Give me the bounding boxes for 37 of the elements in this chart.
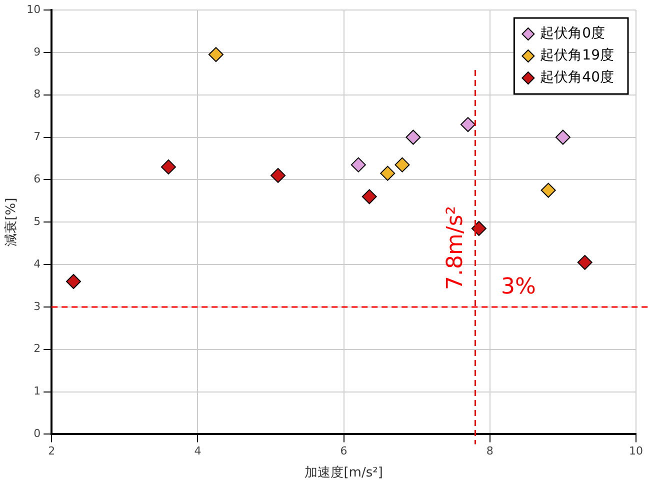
point <box>460 117 476 132</box>
point <box>540 182 556 198</box>
y-axis-title: 減衰[%] <box>3 198 20 246</box>
point <box>160 159 176 174</box>
x-tick-label: 10 <box>629 444 643 458</box>
x-tick-label: 8 <box>486 444 494 458</box>
ref-line-label: 7.8m/s² <box>443 206 468 290</box>
point <box>66 274 82 289</box>
y-tick-label: 2 <box>34 342 41 356</box>
point <box>555 130 570 145</box>
ref-line-label: 3% <box>501 274 536 300</box>
point <box>270 168 286 183</box>
y-tick-label: 3 <box>34 300 41 313</box>
point <box>577 254 592 270</box>
point <box>380 166 396 181</box>
y-tick-label: 5 <box>34 214 41 228</box>
point <box>406 130 421 145</box>
point <box>362 189 377 204</box>
legend-label: 起伏角0度 <box>540 26 606 42</box>
x-axis-title: 加速度[m/s²] <box>304 464 383 481</box>
y-tick-label: 6 <box>34 172 41 186</box>
point <box>350 157 366 172</box>
x-tick-label: 2 <box>48 444 56 458</box>
y-tick-label: 9 <box>34 45 41 58</box>
point <box>394 157 410 172</box>
legend-label: 起伏角40度 <box>540 70 614 86</box>
y-tick-label: 10 <box>26 2 41 16</box>
y-tick-label: 4 <box>34 257 41 270</box>
y-tick-label: 0 <box>34 427 41 440</box>
y-tick-label: 8 <box>34 88 41 101</box>
y-tick-label: 1 <box>34 384 41 398</box>
point <box>208 47 224 62</box>
y-tick-label: 7 <box>34 130 41 144</box>
x-tick-label: 4 <box>194 444 202 458</box>
legend-label: 起伏角19度 <box>540 48 614 64</box>
x-tick-label: 6 <box>340 444 348 458</box>
point <box>471 220 486 236</box>
